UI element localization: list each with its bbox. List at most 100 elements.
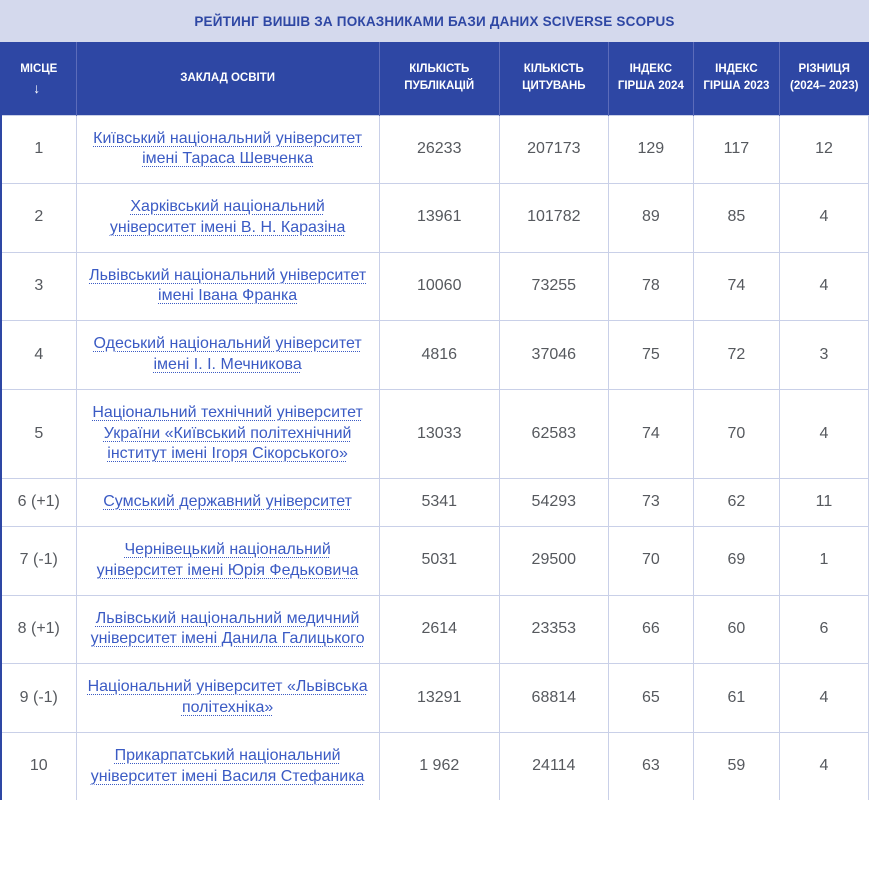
publications-cell: 26233 bbox=[379, 114, 500, 185]
table-row: 4 Одеський національний університет імен… bbox=[1, 320, 869, 390]
publications-cell: 13961 bbox=[379, 183, 500, 253]
column-header-publications[interactable]: КІЛЬКІСТЬ ПУБЛІКАЦІЙ bbox=[379, 42, 500, 115]
column-header-place[interactable]: МІСЦЕ ↓ bbox=[1, 42, 77, 115]
university-link[interactable]: Прикарпатський національний університет … bbox=[90, 746, 365, 785]
hirsch-2023-cell: 74 bbox=[693, 251, 780, 322]
hirsch-2024-cell: 65 bbox=[608, 663, 694, 733]
citations-cell: 68814 bbox=[499, 663, 609, 733]
table-row: 3 Львівський національний університет ім… bbox=[1, 251, 869, 322]
difference-cell: 4 bbox=[779, 183, 869, 253]
hirsch-2023-cell: 69 bbox=[693, 526, 780, 596]
university-cell: Львівський національний медичний універс… bbox=[76, 594, 380, 665]
citations-cell: 24114 bbox=[499, 731, 609, 801]
university-link[interactable]: Національний університет «Львівська полі… bbox=[87, 678, 368, 717]
hirsch-2024-cell: 73 bbox=[608, 478, 694, 528]
hirsch-2024-cell: 75 bbox=[608, 320, 694, 390]
difference-cell: 4 bbox=[779, 388, 869, 480]
column-header-university[interactable]: ЗАКЛАД ОСВІТИ bbox=[76, 42, 380, 115]
publications-cell: 4816 bbox=[379, 320, 500, 390]
hirsch-2024-cell: 63 bbox=[608, 731, 694, 801]
citations-cell: 73255 bbox=[499, 251, 609, 322]
university-link[interactable]: Національний технічний університет Украї… bbox=[92, 403, 363, 463]
table-row: 9 (-1) Національний університет «Львівсь… bbox=[1, 663, 869, 733]
citations-cell: 23353 bbox=[499, 594, 609, 665]
column-header-hirsch-2024[interactable]: ІНДЕКС ГІРША 2024 bbox=[608, 42, 694, 115]
university-cell: Сумський державний університет bbox=[76, 478, 380, 528]
difference-cell: 4 bbox=[779, 251, 869, 322]
difference-cell: 1 bbox=[779, 526, 869, 596]
table-row: 2 Харківський національний університет і… bbox=[1, 183, 869, 253]
hirsch-2024-cell: 89 bbox=[608, 183, 694, 253]
ranking-table: МІСЦЕ ↓ ЗАКЛАД ОСВІТИ КІЛЬКІСТЬ ПУБЛІКАЦ… bbox=[0, 42, 869, 801]
university-link[interactable]: Львівський національний університет імен… bbox=[89, 266, 367, 305]
publications-cell: 1 962 bbox=[379, 731, 500, 801]
table-title-banner: РЕЙТИНГ ВИШІВ ЗА ПОКАЗНИКАМИ БАЗИ ДАНИХ … bbox=[0, 0, 869, 42]
column-header-citations[interactable]: КІЛЬКІСТЬ ЦИТУВАНЬ bbox=[499, 42, 609, 115]
university-cell: Національний технічний університет Украї… bbox=[76, 388, 380, 480]
university-cell: Національний університет «Львівська полі… bbox=[76, 663, 380, 733]
hirsch-2023-cell: 62 bbox=[693, 478, 780, 528]
university-link[interactable]: Одеський національний університет імені … bbox=[93, 335, 362, 374]
citations-cell: 29500 bbox=[499, 526, 609, 596]
publications-cell: 5031 bbox=[379, 526, 500, 596]
university-cell: Київський національний університет імені… bbox=[76, 114, 380, 185]
hirsch-2023-cell: 59 bbox=[693, 731, 780, 801]
hirsch-2023-cell: 61 bbox=[693, 663, 780, 733]
place-cell: 2 bbox=[1, 183, 77, 253]
hirsch-2023-cell: 117 bbox=[693, 114, 780, 185]
hirsch-2023-cell: 85 bbox=[693, 183, 780, 253]
table-row: 7 (-1) Чернівецький національний універс… bbox=[1, 526, 869, 596]
sort-descending-icon[interactable]: ↓ bbox=[33, 80, 41, 97]
table-row: 10 Прикарпатський національний університ… bbox=[1, 731, 869, 801]
place-cell: 9 (-1) bbox=[1, 663, 77, 733]
table-row: 8 (+1) Львівський національний медичний … bbox=[1, 594, 869, 665]
difference-cell: 11 bbox=[779, 478, 869, 528]
university-link[interactable]: Київський національний університет імені… bbox=[93, 129, 363, 168]
publications-cell: 10060 bbox=[379, 251, 500, 322]
citations-cell: 101782 bbox=[499, 183, 609, 253]
publications-cell: 5341 bbox=[379, 478, 500, 528]
university-link[interactable]: Харківський національний університет іме… bbox=[109, 198, 346, 236]
table-body: 1 Київський національний університет іме… bbox=[1, 114, 869, 801]
publications-cell: 2614 bbox=[379, 594, 500, 665]
place-cell: 3 bbox=[1, 251, 77, 322]
university-cell: Чернівецький національний університет ім… bbox=[76, 526, 380, 596]
page-title: РЕЙТИНГ ВИШІВ ЗА ПОКАЗНИКАМИ БАЗИ ДАНИХ … bbox=[194, 13, 675, 29]
university-cell: Львівський національний університет імен… bbox=[76, 251, 380, 322]
place-cell: 6 (+1) bbox=[1, 478, 77, 528]
place-cell: 8 (+1) bbox=[1, 594, 77, 665]
column-header-difference[interactable]: РІЗНИЦЯ (2024– 2023) bbox=[779, 42, 869, 115]
hirsch-2024-cell: 70 bbox=[608, 526, 694, 596]
university-link[interactable]: Чернівецький національний університет ім… bbox=[96, 541, 359, 579]
university-cell: Харківський національний університет іме… bbox=[76, 183, 380, 253]
citations-cell: 207173 bbox=[499, 114, 609, 185]
table-header: МІСЦЕ ↓ ЗАКЛАД ОСВІТИ КІЛЬКІСТЬ ПУБЛІКАЦ… bbox=[1, 42, 869, 115]
place-cell: 1 bbox=[1, 114, 77, 185]
place-cell: 7 (-1) bbox=[1, 526, 77, 596]
university-link[interactable]: Львівський національний медичний універс… bbox=[90, 609, 365, 648]
university-link[interactable]: Сумський державний університет bbox=[103, 493, 352, 511]
table-row: 5 Національний технічний університет Укр… bbox=[1, 388, 869, 480]
publications-cell: 13033 bbox=[379, 388, 500, 480]
column-header-place-label: МІСЦЕ bbox=[20, 63, 58, 76]
place-cell: 10 bbox=[1, 731, 77, 801]
place-cell: 4 bbox=[1, 320, 77, 390]
university-cell: Одеський національний університет імені … bbox=[76, 320, 380, 390]
table-row: 6 (+1) Сумський державний університет 53… bbox=[1, 478, 869, 528]
citations-cell: 62583 bbox=[499, 388, 609, 480]
hirsch-2024-cell: 74 bbox=[608, 388, 694, 480]
hirsch-2023-cell: 60 bbox=[693, 594, 780, 665]
hirsch-2024-cell: 129 bbox=[608, 114, 694, 185]
hirsch-2023-cell: 70 bbox=[693, 388, 780, 480]
hirsch-2024-cell: 78 bbox=[608, 251, 694, 322]
difference-cell: 3 bbox=[779, 320, 869, 390]
difference-cell: 12 bbox=[779, 114, 869, 185]
difference-cell: 6 bbox=[779, 594, 869, 665]
hirsch-2024-cell: 66 bbox=[608, 594, 694, 665]
university-cell: Прикарпатський національний університет … bbox=[76, 731, 380, 801]
column-header-hirsch-2023[interactable]: ІНДЕКС ГІРША 2023 bbox=[693, 42, 780, 115]
difference-cell: 4 bbox=[779, 731, 869, 801]
difference-cell: 4 bbox=[779, 663, 869, 733]
hirsch-2023-cell: 72 bbox=[693, 320, 780, 390]
scopus-ranking-page: РЕЙТИНГ ВИШІВ ЗА ПОКАЗНИКАМИ БАЗИ ДАНИХ … bbox=[0, 0, 869, 801]
